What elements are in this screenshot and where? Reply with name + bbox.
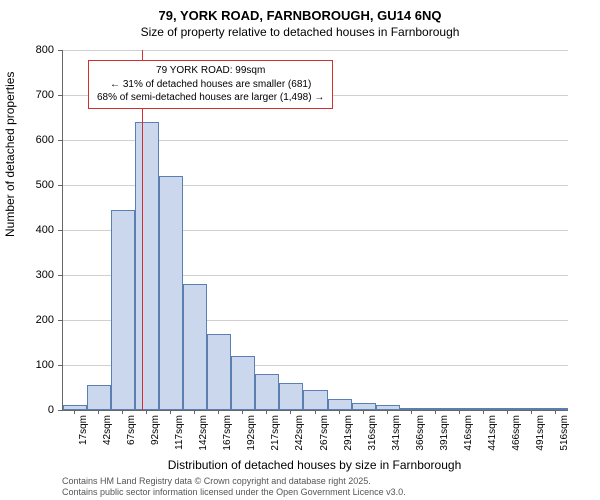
x-tick-label: 117sqm [174, 415, 185, 450]
histogram-bar [352, 403, 376, 410]
histogram-bar [303, 390, 327, 410]
chart-subtitle: Size of property relative to detached ho… [0, 25, 600, 43]
chart-title: 79, YORK ROAD, FARNBOROUGH, GU14 6NQ [0, 0, 600, 25]
y-axis-labels: 0100200300400500600700800 [0, 50, 58, 410]
x-tick-label: 192sqm [246, 415, 257, 451]
y-tick-label: 300 [36, 269, 54, 281]
histogram-bar [207, 334, 231, 411]
footer-line1: Contains HM Land Registry data © Crown c… [62, 476, 406, 487]
x-tick-label: 466sqm [511, 415, 522, 451]
footer-line2: Contains public sector information licen… [62, 487, 406, 498]
y-tick-label: 700 [36, 89, 54, 101]
histogram-bar [183, 284, 207, 410]
x-tick-label: 217sqm [270, 415, 281, 451]
y-tick-label: 0 [48, 404, 54, 416]
y-tick-label: 800 [36, 44, 54, 56]
x-tick-label: 42sqm [102, 415, 113, 445]
callout-line2: ← 31% of detached houses are smaller (68… [97, 78, 324, 92]
x-tick-label: 441sqm [487, 415, 498, 451]
histogram-bar [135, 122, 159, 410]
gridline [63, 50, 568, 51]
y-tick-label: 600 [36, 134, 54, 146]
histogram-bar [231, 356, 255, 410]
histogram-bar [279, 383, 303, 410]
y-tick-label: 100 [36, 359, 54, 371]
x-tick-label: 316sqm [367, 415, 378, 451]
y-tick-label: 500 [36, 179, 54, 191]
x-tick-label: 516sqm [559, 415, 570, 451]
callout-line3: 68% of semi-detached houses are larger (… [97, 91, 324, 105]
x-tick-label: 67sqm [126, 415, 137, 445]
x-tick-label: 242sqm [294, 415, 305, 451]
x-tick-label: 291sqm [343, 415, 354, 451]
x-tick-label: 92sqm [150, 415, 161, 445]
y-tick-label: 200 [36, 314, 54, 326]
callout-line1: 79 YORK ROAD: 99sqm [97, 64, 324, 78]
x-tick-label: 17sqm [78, 415, 89, 445]
x-tick-label: 142sqm [198, 415, 209, 451]
x-tick-label: 491sqm [535, 415, 546, 451]
histogram-bar [87, 385, 111, 410]
x-tick-label: 416sqm [463, 415, 474, 451]
x-tick-label: 366sqm [415, 415, 426, 451]
histogram-bar [328, 399, 352, 410]
histogram-bar [111, 210, 135, 410]
footer-attribution: Contains HM Land Registry data © Crown c… [62, 476, 406, 498]
x-axis-labels: 17sqm 42sqm 67sqm 92sqm 117sqm 142sqm 167sqm 19… [62, 410, 567, 460]
x-tick-label: 267sqm [319, 415, 330, 451]
y-tick-label: 400 [36, 224, 54, 236]
x-tick-label: 341sqm [391, 415, 402, 451]
callout-annotation: 79 YORK ROAD: 99sqm ← 31% of detached ho… [88, 60, 333, 109]
x-axis-title: Distribution of detached houses by size … [62, 458, 567, 472]
histogram-bar [159, 176, 183, 410]
x-tick-label: 391sqm [439, 415, 450, 451]
histogram-bar [255, 374, 279, 410]
x-tick-label: 167sqm [222, 415, 233, 451]
